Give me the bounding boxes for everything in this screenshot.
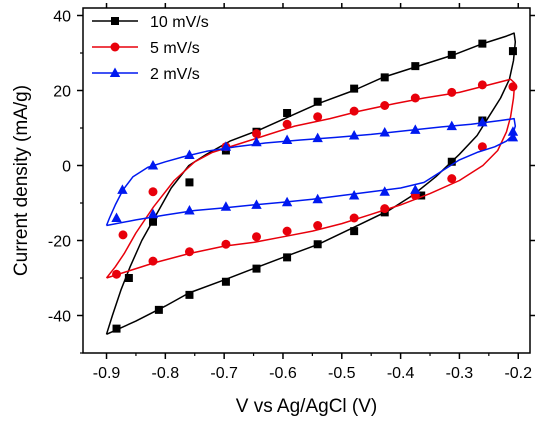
data-point (185, 290, 194, 299)
series-triangle (105, 116, 519, 227)
data-point (252, 232, 262, 242)
x-tick-label: -0.6 (269, 365, 297, 382)
legend-label: 5 mV/s (150, 40, 200, 57)
x-tick-label: -0.3 (446, 365, 474, 382)
data-point (220, 201, 232, 211)
x-tick-label: -0.2 (504, 365, 532, 382)
data-point (281, 196, 293, 207)
data-point (478, 39, 487, 48)
data-point (184, 247, 194, 257)
data-point (477, 80, 487, 90)
plot-frame (82, 7, 531, 354)
data-point (379, 127, 390, 137)
data-point (117, 184, 128, 194)
x-tick-label: -0.7 (210, 365, 238, 382)
data-point (185, 178, 194, 187)
data-point (252, 264, 261, 273)
x-tick-label: -0.9 (93, 365, 121, 382)
data-point (380, 204, 390, 214)
x-tick-label: -0.5 (328, 365, 356, 382)
data-point (447, 87, 457, 97)
data-point (447, 174, 457, 184)
data-point (313, 240, 322, 249)
data-point (348, 130, 360, 140)
data-point (184, 205, 195, 215)
data-point (118, 230, 128, 240)
data-point (220, 141, 232, 151)
data-point (282, 226, 292, 236)
data-point (380, 73, 389, 82)
data-point (282, 119, 292, 129)
data-point (147, 160, 159, 170)
data-point (184, 149, 195, 159)
y-tick-label: -20 (48, 234, 71, 251)
y-axis-title: Current density (mA/g) (11, 85, 32, 276)
data-point (349, 213, 359, 223)
data-point (410, 93, 420, 103)
data-point (148, 187, 158, 197)
data-point (283, 253, 292, 262)
data-point (508, 82, 518, 92)
data-point (252, 129, 262, 139)
data-point (507, 126, 519, 136)
x-tick-label: -0.8 (152, 365, 180, 382)
legend: 10 mV/s 5 mV/s 2 mV/s (92, 14, 209, 83)
data-point (410, 184, 421, 194)
legend-label: 10 mV/s (150, 14, 209, 31)
data-point (348, 190, 360, 200)
data-point (221, 239, 231, 249)
series-line (105, 32, 517, 335)
data-point (379, 186, 390, 196)
data-point (147, 208, 159, 219)
y-tick-label: 20 (53, 84, 71, 101)
data-point (109, 67, 121, 77)
series-line (105, 117, 517, 227)
data-point (446, 120, 457, 131)
data-point (111, 212, 122, 222)
data-point (507, 131, 519, 142)
series-layer (105, 32, 519, 335)
data-point (148, 217, 157, 226)
data-point (477, 116, 488, 127)
data-point (112, 324, 121, 333)
series-circle (105, 78, 518, 279)
y-tick-label: -40 (48, 309, 71, 326)
data-point (313, 97, 322, 106)
data-point (380, 101, 390, 110)
data-point (350, 227, 359, 236)
data-point (313, 112, 323, 122)
data-point (111, 17, 119, 25)
data-point (221, 277, 230, 286)
data-point (508, 47, 517, 56)
data-point (283, 109, 292, 117)
data-point (447, 50, 456, 59)
data-point (112, 269, 122, 279)
data-point (312, 193, 323, 204)
data-point (477, 142, 487, 152)
data-point (154, 305, 163, 314)
data-point (417, 191, 426, 200)
x-axis-title: V vs Ag/AgCl (V) (236, 396, 378, 417)
y-tick-label: 40 (53, 9, 71, 26)
data-point (312, 132, 323, 143)
data-point (251, 199, 262, 209)
data-point (313, 221, 323, 230)
data-point (124, 274, 133, 282)
data-point (349, 106, 359, 116)
legend-label: 2 mV/s (150, 66, 200, 83)
axes: -0.9 -0.8 -0.7 -0.6 -0.5 -0.4 -0.3 -0.2 -40 -20 0 2… (48, 3, 535, 382)
data-point (148, 256, 158, 266)
data-point (447, 157, 456, 166)
data-point (411, 62, 420, 71)
data-point (110, 42, 120, 52)
data-point (251, 136, 262, 147)
data-point (281, 134, 293, 144)
x-tick-label: -0.4 (387, 365, 415, 382)
y-tick-label: 0 (62, 159, 71, 176)
data-point (350, 84, 359, 93)
data-point (410, 124, 421, 134)
